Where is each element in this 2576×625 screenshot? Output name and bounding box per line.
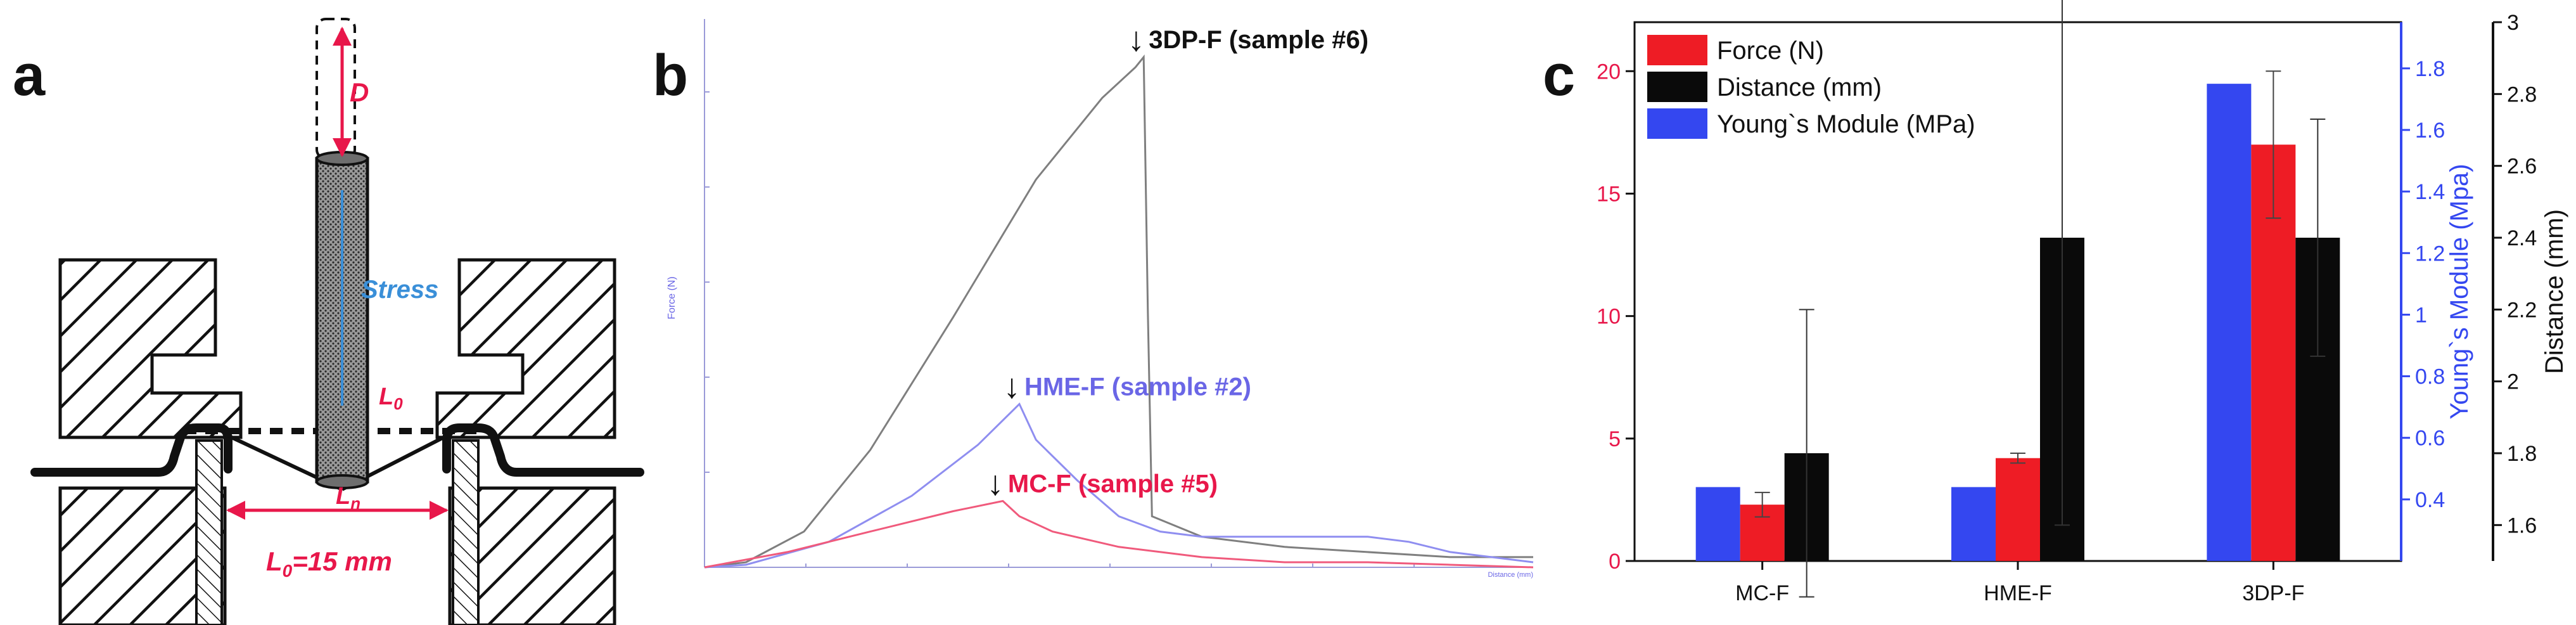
right-support-post xyxy=(452,439,480,625)
panel-c-bar-0-0 xyxy=(1695,487,1740,561)
left-upper-clamp xyxy=(58,258,243,439)
panel-c-category-label: MC-F xyxy=(1735,581,1789,605)
panel-c-right1-tick-label: 1.2 xyxy=(2415,242,2445,266)
probe-rod-bottom xyxy=(316,474,369,489)
probe-outline-dashed xyxy=(316,18,356,160)
panel-c-right1-tick-label: 1.4 xyxy=(2415,180,2445,204)
panel-c-category-label: 3DP-F xyxy=(2242,581,2304,605)
panel-c-left-tick-label: 10 xyxy=(1597,305,1621,329)
panel-c-right2-tick-label: 3 xyxy=(2507,11,2519,35)
panel-b-letter: b xyxy=(653,43,688,108)
panel-c: c 0 5 10 15 20 0.4 0.6 0.8 1 1.2 1.4 1.6 1.8 Young`s … xyxy=(1543,0,2568,605)
panel-b-series-line-2 xyxy=(704,499,1534,569)
panel-b-y-axis-label: Force (N) xyxy=(666,276,677,319)
right-lower-clamp xyxy=(448,486,616,625)
panel-c-legend-swatch-2 xyxy=(1647,108,1707,139)
panel-c-right2-tick-label: 1.8 xyxy=(2507,442,2537,466)
panel-b-series-line-1 xyxy=(704,402,1534,569)
l0-top-label: L0 xyxy=(379,383,403,413)
panel-c-bar-0-2 xyxy=(2207,84,2252,562)
panel-c-right2-tick-label: 2.8 xyxy=(2507,82,2537,106)
panel-c-left-tick-label: 5 xyxy=(1609,427,1621,451)
panel-c-plot: 0 5 10 15 20 0.4 0.6 0.8 1 1.2 1.4 1.6 1.8 Young`s Mo… xyxy=(1597,0,2568,605)
stress-label: Stress xyxy=(361,276,438,304)
panel-c-right1-axis-label: Young`s Module (Mpa) xyxy=(2445,164,2473,419)
panel-c-right2-tick-label: 1.6 xyxy=(2507,513,2537,538)
panel-b-annotation-1: HME-F (sample #2) xyxy=(1024,373,1251,401)
left-lower-clamp xyxy=(58,486,227,625)
panel-c-legend-swatch-1 xyxy=(1647,72,1707,102)
panel-c-right2-tick-label: 2 xyxy=(2507,370,2519,394)
panel-c-category-label: HME-F xyxy=(1984,581,2052,605)
panel-c-right1-tick-label: 0.8 xyxy=(2415,365,2445,389)
right-upper-clamp xyxy=(435,258,616,439)
panel-c-right1-tick-label: 0.6 xyxy=(2415,427,2445,451)
displacement-label: D xyxy=(350,77,369,107)
panel-b-plot: Force (N)Distance (mm)↓ 3DP-F (sample #6)… xyxy=(666,19,1534,579)
panel-c-legend-label-1: Distance (mm) xyxy=(1717,74,1882,101)
panel-b-x-axis-label: Distance (mm) xyxy=(1488,571,1533,579)
panel-c-right1-tick-label: 1.6 xyxy=(2415,119,2445,143)
panel-b: b Force (N)Distance (mm)↓ 3DP-F (sample #… xyxy=(653,19,1534,579)
panel-c-left-tick-label: 20 xyxy=(1597,60,1621,84)
left-support-post xyxy=(195,439,223,625)
panel-b-annotation-0: 3DP-F (sample #6) xyxy=(1149,26,1368,54)
panel-c-right2-axis-label: Distance (mm) xyxy=(2541,209,2568,374)
panel-c-legend-swatch-0 xyxy=(1647,35,1707,65)
panel-a: a D Stress L0 Ln L0=15 mm xyxy=(13,18,644,625)
panel-c-right2-tick-label: 2.6 xyxy=(2507,155,2537,179)
panel-c-bar-0-1 xyxy=(1951,487,1996,561)
panel-b-peak-arrow-2: ↓ xyxy=(986,464,1004,502)
panel-c-letter: c xyxy=(1543,43,1575,108)
panel-c-right1-tick-label: 0.4 xyxy=(2415,488,2445,512)
panel-c-right1-tick-label: 1.8 xyxy=(2415,57,2445,81)
panel-c-bar-1-1 xyxy=(1996,458,2040,561)
panel-c-left-tick-label: 0 xyxy=(1609,550,1621,574)
panel-b-peak-arrow-1: ↓ xyxy=(1004,367,1021,405)
panel-b-series-line-0 xyxy=(704,54,1533,569)
width-label: L0=15 mm xyxy=(266,546,392,581)
panel-c-right1-tick-label: 1 xyxy=(2415,303,2427,327)
panel-c-left-tick-label: 15 xyxy=(1597,182,1621,206)
panel-c-right2-tick-label: 2.4 xyxy=(2507,226,2537,250)
panel-b-annotation-2: MC-F (sample #5) xyxy=(1008,470,1218,498)
panel-b-peak-arrow-0: ↓ xyxy=(1128,20,1145,58)
panel-a-letter: a xyxy=(13,43,46,108)
panel-c-legend-label-2: Young`s Module (MPa) xyxy=(1717,110,1975,138)
panel-c-right2-tick-label: 2.2 xyxy=(2507,298,2537,322)
panel-c-legend-label-0: Force (N) xyxy=(1717,37,1824,65)
